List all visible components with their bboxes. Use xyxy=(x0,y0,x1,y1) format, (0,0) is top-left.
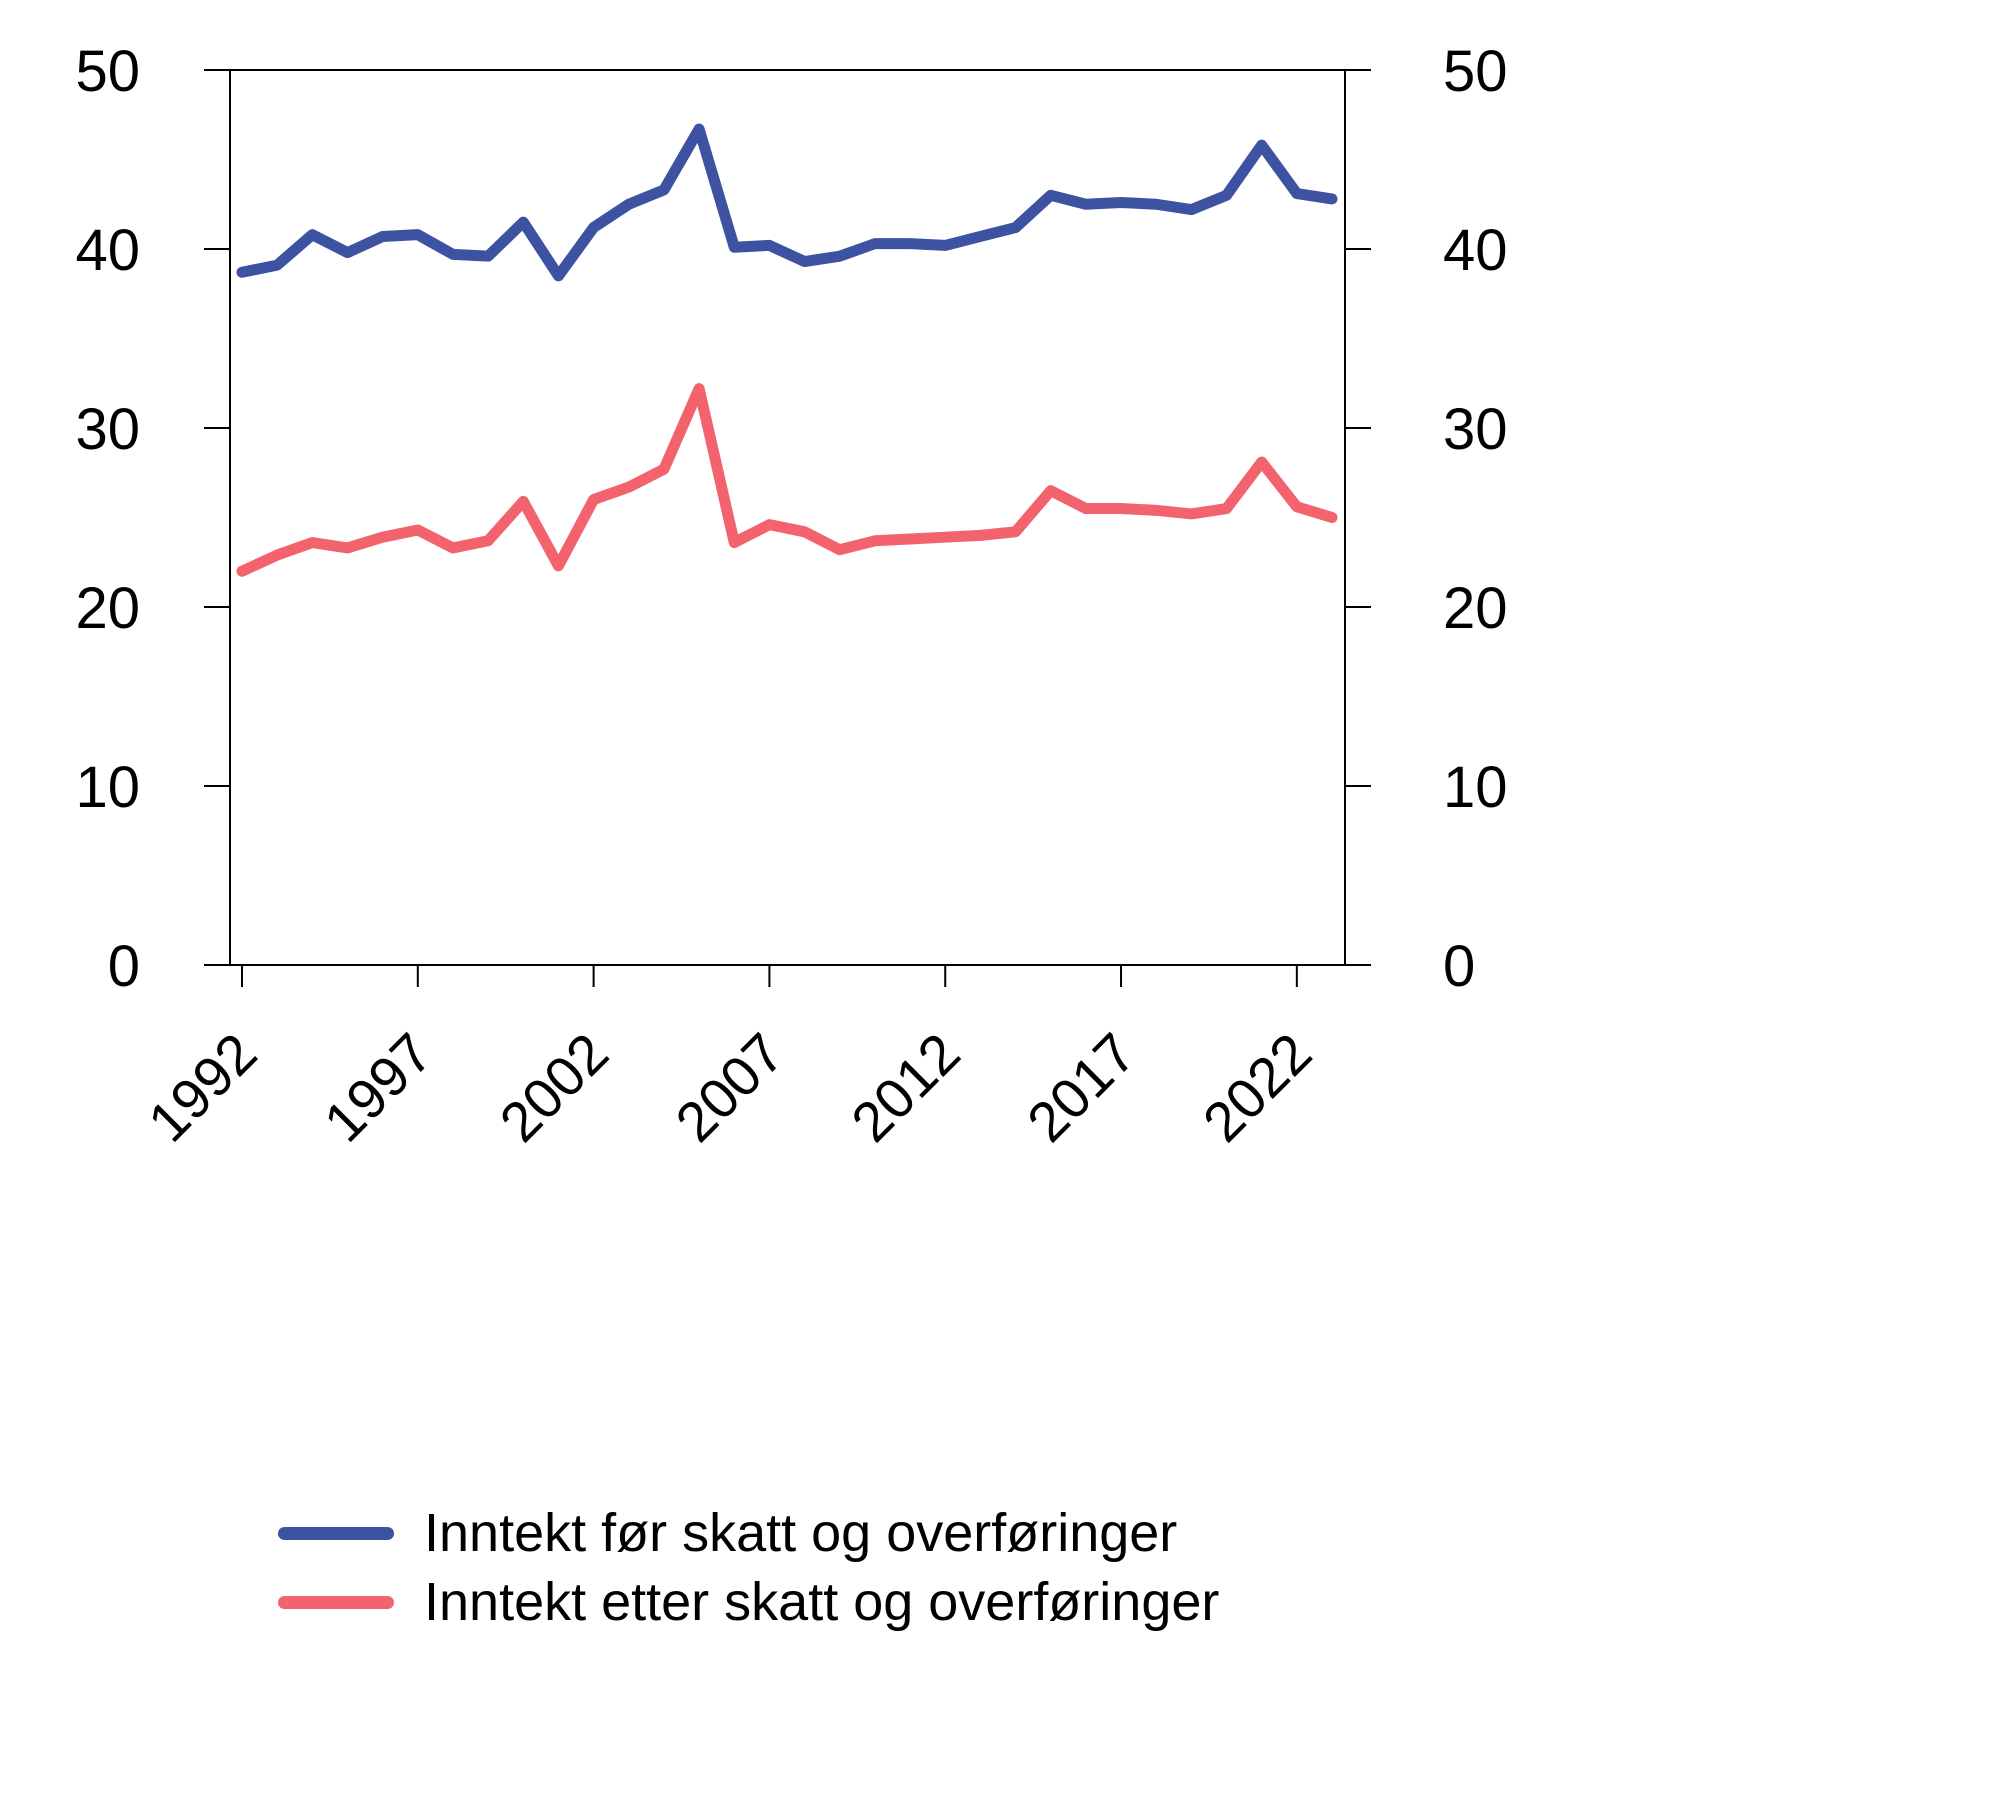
y-axis-tick-label-right: 20 xyxy=(1443,576,1508,641)
y-axis-tick-label-left: 50 xyxy=(75,39,140,104)
y-axis-tick-label-right: 50 xyxy=(1443,39,1508,104)
y-axis-tick-label-right: 10 xyxy=(1443,755,1508,820)
x-axis-tick-label: 1997 xyxy=(312,1021,445,1154)
legend-label: Inntekt etter skatt og overføringer xyxy=(424,1572,1220,1632)
y-axis-tick-label-left: 10 xyxy=(75,755,140,820)
legend-label: Inntekt før skatt og overføringer xyxy=(424,1503,1178,1563)
series-line-0 xyxy=(236,123,1338,282)
legend-swatch xyxy=(278,1526,394,1540)
y-axis-tick-label-left: 0 xyxy=(108,934,140,999)
x-axis-tick-label: 2002 xyxy=(487,1021,620,1154)
y-axis-tick-label-right: 0 xyxy=(1443,934,1475,999)
x-axis-tick-label: 2017 xyxy=(1015,1021,1148,1154)
chart-legend: Inntekt før skatt og overføringer Inntek… xyxy=(278,1506,1219,1629)
series-line-1 xyxy=(236,383,1338,577)
plot-frame xyxy=(229,69,1346,966)
y-axis-tick-label-left: 40 xyxy=(75,218,140,283)
x-axis-tick-label: 2022 xyxy=(1191,1021,1324,1154)
legend-swatch xyxy=(278,1595,394,1609)
x-axis-tick-label: 2007 xyxy=(663,1021,796,1154)
legend-item-after-tax: Inntekt etter skatt og overføringer xyxy=(278,1575,1219,1629)
y-axis-tick-label-left: 20 xyxy=(75,576,140,641)
x-axis-tick-label: 1992 xyxy=(136,1021,269,1154)
x-axis-tick-label: 2012 xyxy=(839,1021,972,1154)
y-axis-tick-label-right: 30 xyxy=(1443,397,1508,462)
legend-item-before-tax: Inntekt før skatt og overføringer xyxy=(278,1506,1219,1560)
y-axis-tick-label-right: 40 xyxy=(1443,218,1508,283)
y-axis-tick-label-left: 30 xyxy=(75,397,140,462)
